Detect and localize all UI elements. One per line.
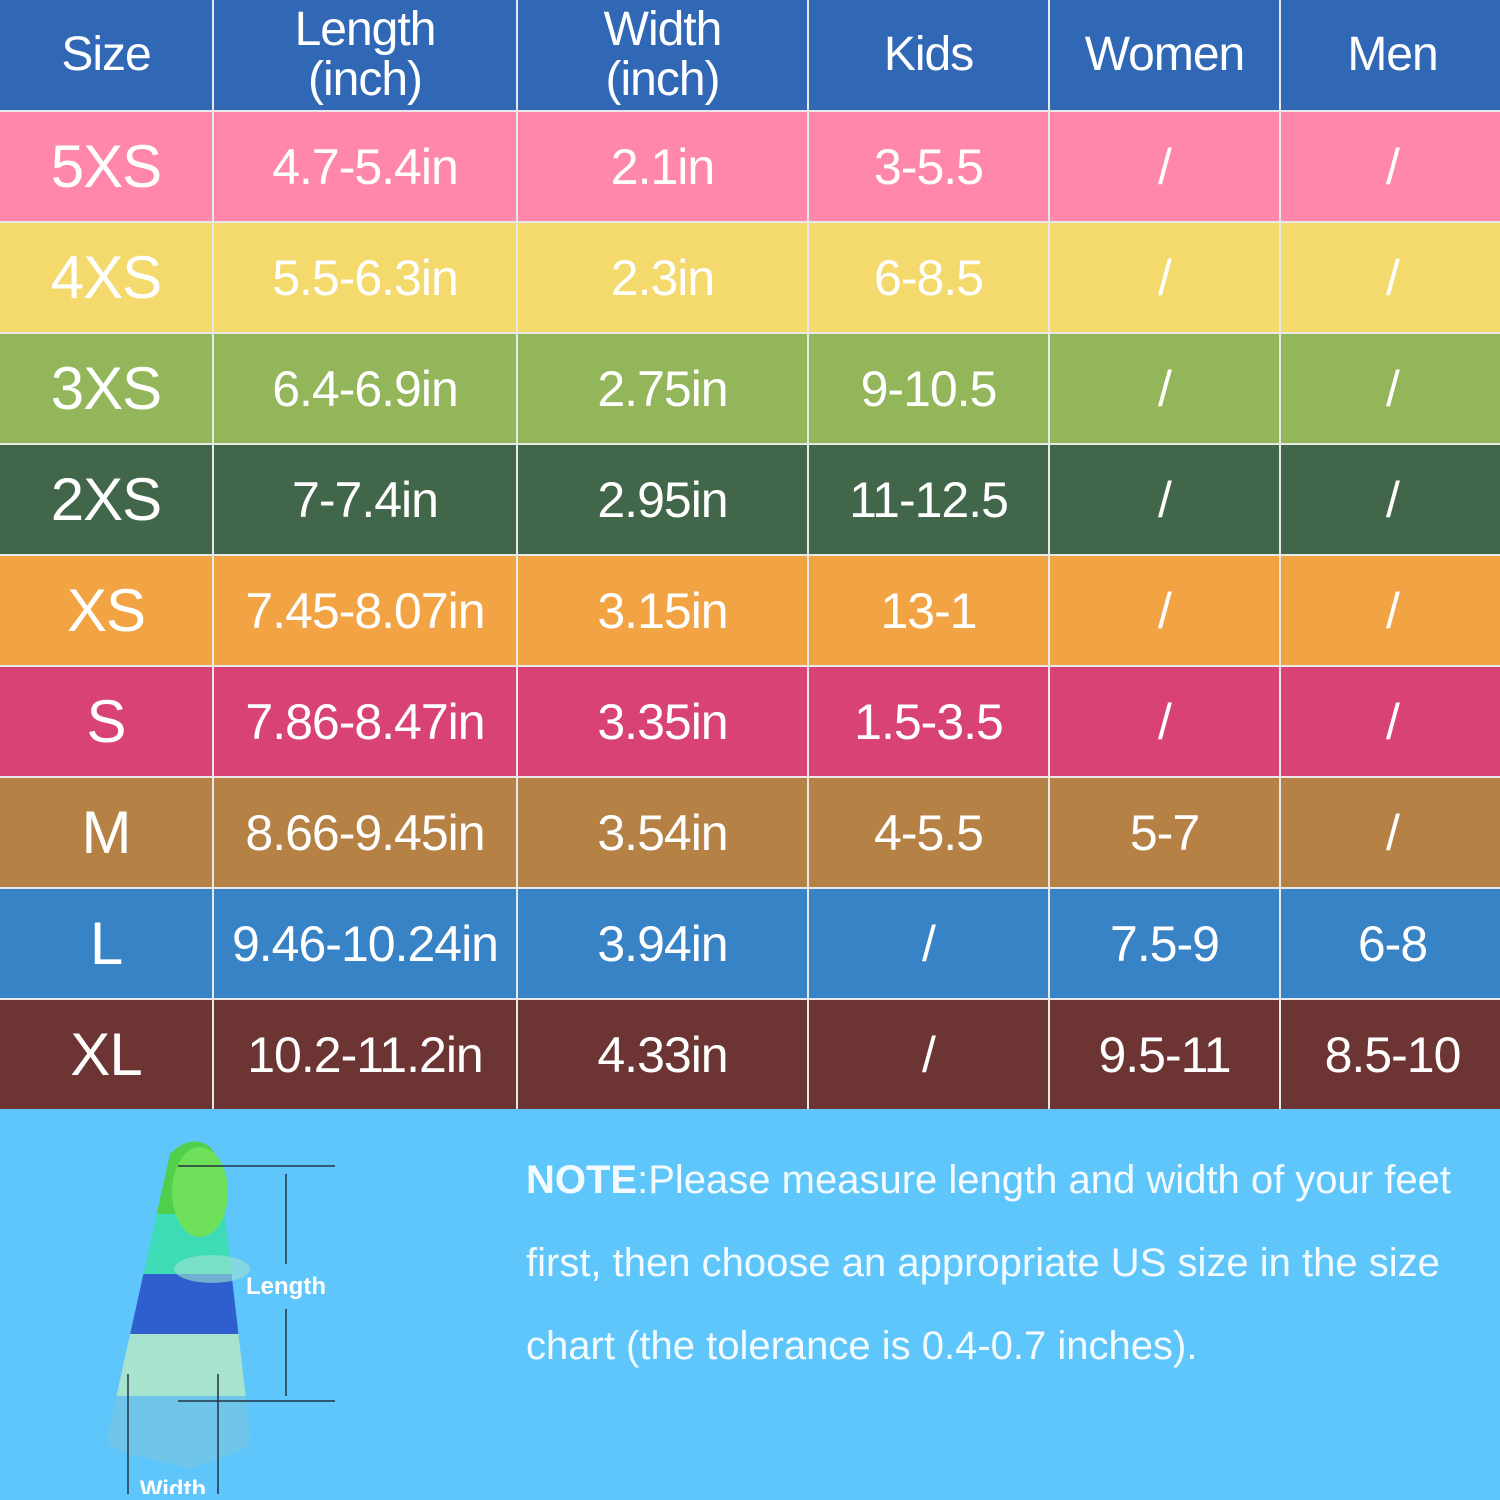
cell-length: 4.7-5.4in [214,112,516,221]
width-label: Width [140,1476,206,1494]
column-header: Size [0,0,212,110]
cell-kids: 13-1 [809,556,1048,665]
cell-men: / [1281,778,1500,887]
cell-men: 8.5-10 [1281,1000,1500,1109]
cell-women: 5-7 [1050,778,1279,887]
cell-women: / [1050,556,1279,665]
cell-length: 8.66-9.45in [214,778,516,887]
cell-length: 7-7.4in [214,445,516,554]
info-panel: Length Width NOTE:Please measure length … [0,1109,1500,1500]
cell-kids: 4-5.5 [809,778,1048,887]
cell-length: 7.86-8.47in [214,667,516,776]
cell-length: 5.5-6.3in [214,223,516,332]
cell-width: 2.75in [518,334,807,443]
cell-kids: 6-8.5 [809,223,1048,332]
cell-men: / [1281,334,1500,443]
cell-women: 7.5-9 [1050,889,1279,998]
cell-size: 3XS [0,334,212,443]
cell-width: 3.15in [518,556,807,665]
column-header: Width (inch) [518,0,807,110]
column-header: Women [1050,0,1279,110]
cell-kids: 3-5.5 [809,112,1048,221]
cell-size: XS [0,556,212,665]
cell-women: / [1050,445,1279,554]
cell-men: / [1281,556,1500,665]
column-header: Length (inch) [214,0,516,110]
cell-width: 3.54in [518,778,807,887]
size-chart-table: Size Length (inch) Width (inch) Kids Women Me… [0,0,1500,1109]
cell-women: / [1050,334,1279,443]
cell-women: / [1050,667,1279,776]
cell-women: / [1050,223,1279,332]
cell-women: / [1050,112,1279,221]
cell-length: 9.46-10.24in [214,889,516,998]
cell-width: 3.94in [518,889,807,998]
cell-length: 7.45-8.07in [214,556,516,665]
column-header: Men [1281,0,1500,110]
swim-fin-diagram: Length Width [107,1141,335,1494]
cell-length: 10.2-11.2in [214,1000,516,1109]
note-body: :Please measure length and width of your… [526,1158,1451,1368]
cell-size: 2XS [0,445,212,554]
cell-kids: 11-12.5 [809,445,1048,554]
cell-size: 4XS [0,223,212,332]
cell-size: L [0,889,212,998]
cell-width: 2.3in [518,223,807,332]
cell-men: / [1281,112,1500,221]
cell-width: 2.95in [518,445,807,554]
fin-icon [107,1141,250,1469]
cell-size: 5XS [0,112,212,221]
cell-kids: / [809,889,1048,998]
cell-size: XL [0,1000,212,1109]
cell-men: / [1281,667,1500,776]
cell-kids: 9-10.5 [809,334,1048,443]
cell-men: / [1281,223,1500,332]
cell-men: 6-8 [1281,889,1500,998]
cell-width: 2.1in [518,112,807,221]
cell-width: 4.33in [518,1000,807,1109]
cell-women: 9.5-11 [1050,1000,1279,1109]
cell-size: M [0,778,212,887]
length-label: Length [246,1273,326,1300]
cell-width: 3.35in [518,667,807,776]
note-text: NOTE:Please measure length and width of … [526,1139,1486,1388]
cell-kids: / [809,1000,1048,1109]
cell-length: 6.4-6.9in [214,334,516,443]
note-prefix: NOTE [526,1158,638,1202]
cell-men: / [1281,445,1500,554]
cell-size: S [0,667,212,776]
column-header: Kids [809,0,1048,110]
cell-kids: 1.5-3.5 [809,667,1048,776]
